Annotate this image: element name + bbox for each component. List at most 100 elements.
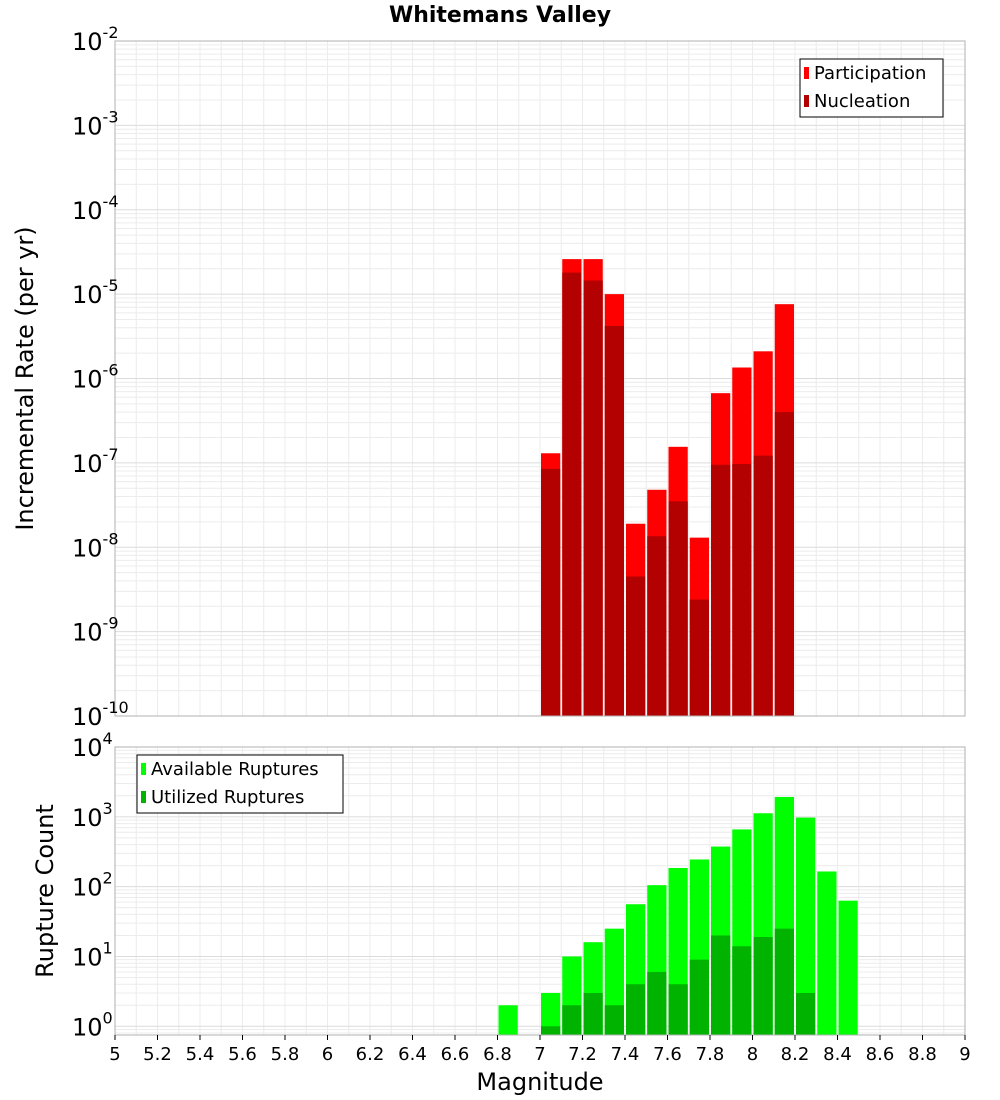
bar-utilized-ruptures: [668, 984, 688, 1035]
bar-nucleation: [604, 325, 624, 716]
count-plot-x-ticks: 5 5.2 5.4 5.6 5.8 6 6.2 6.4 6.6 6.8 7 7.2 7.4 7.6 7.8 8…: [109, 1035, 971, 1065]
bar-utilized-ruptures: [604, 1005, 624, 1035]
x-tick-label: 7.4: [611, 1044, 640, 1065]
y-tick-label: 101: [72, 938, 113, 971]
x-tick-label: 5.8: [271, 1044, 300, 1065]
x-tick-label: 8.6: [866, 1044, 895, 1065]
x-tick-label: 7: [534, 1044, 545, 1065]
y-tick-exponent: 1: [103, 938, 113, 957]
y-tick-base: 10: [72, 943, 103, 971]
chart-title: Whitemans Valley: [389, 3, 611, 28]
bar-utilized-ruptures: [689, 959, 709, 1035]
legend-label: Available Ruptures: [151, 759, 319, 780]
y-tick-exponent: -8: [103, 529, 119, 548]
bar-utilized-ruptures: [774, 928, 794, 1035]
legend-swatch: [141, 791, 146, 803]
bar-available-ruptures: [796, 817, 816, 1035]
x-tick-label: 8.4: [823, 1044, 852, 1065]
legend-label: Participation: [814, 63, 926, 84]
y-tick-exponent: -2: [103, 23, 119, 42]
legend-label: Utilized Ruptures: [151, 787, 304, 808]
bar-available-ruptures: [498, 1005, 518, 1035]
bar-utilized-ruptures: [583, 992, 603, 1035]
bar-nucleation: [583, 280, 603, 716]
bar-nucleation: [774, 412, 794, 716]
bar-available-ruptures: [838, 900, 858, 1035]
x-tick-label: 6.2: [356, 1044, 385, 1065]
y-tick-base: 10: [72, 281, 103, 309]
x-tick-label: 5.6: [228, 1044, 257, 1065]
y-tick-label: 10-6: [72, 361, 119, 394]
count-plot-legend: Available Ruptures Utilized Ruptures: [136, 754, 344, 814]
rate-plot-bars: [541, 259, 794, 716]
bar-nucleation: [626, 576, 646, 716]
y-tick-label: 10-8: [72, 529, 119, 562]
y-tick-label: 10-9: [72, 614, 119, 647]
y-tick-label: 10-10: [72, 698, 129, 731]
bar-nucleation: [711, 464, 731, 716]
rate-plot-legend: Participation Nucleation: [799, 58, 944, 118]
x-tick-label: 7.6: [653, 1044, 682, 1065]
y-tick-base: 10: [72, 112, 103, 140]
y-tick-label: 103: [72, 799, 113, 832]
x-tick-label: 6: [322, 1044, 333, 1065]
bar-utilized-ruptures: [753, 936, 773, 1035]
y-tick-base: 10: [72, 874, 103, 902]
y-tick-base: 10: [72, 28, 103, 56]
y-tick-base: 10: [72, 534, 103, 562]
x-tick-label: 6.6: [441, 1044, 470, 1065]
rate-plot-frame: [114, 40, 966, 717]
bar-utilized-ruptures: [796, 992, 816, 1035]
y-tick-exponent: 2: [103, 869, 113, 888]
y-tick-base: 10: [72, 197, 103, 225]
count-plot-x-axis-label: Magnitude: [476, 1068, 603, 1096]
legend-swatch: [804, 67, 809, 79]
bar-utilized-ruptures: [732, 946, 752, 1035]
y-tick-base: 10: [72, 734, 103, 762]
y-tick-exponent: 3: [103, 799, 113, 818]
y-tick-label: 102: [72, 869, 113, 902]
x-tick-label: 8.8: [908, 1044, 937, 1065]
y-tick-base: 10: [72, 450, 103, 478]
bar-utilized-ruptures: [647, 971, 667, 1035]
bar-utilized-ruptures: [562, 1005, 582, 1035]
y-tick-exponent: -3: [103, 107, 119, 126]
x-tick-label: 9: [959, 1044, 970, 1065]
bar-nucleation: [668, 501, 688, 716]
y-tick-base: 10: [72, 1013, 103, 1041]
rate-plot-y-axis-label: Incremental Rate (per yr): [11, 226, 39, 530]
bar-nucleation: [562, 272, 582, 716]
x-tick-label: 8: [747, 1044, 758, 1065]
y-tick-exponent: -5: [103, 276, 119, 295]
x-tick-label: 7.2: [568, 1044, 597, 1065]
bar-nucleation: [647, 536, 667, 716]
y-tick-label: 10-3: [72, 107, 119, 140]
bar-utilized-ruptures: [711, 935, 731, 1035]
y-tick-base: 10: [72, 366, 103, 394]
y-tick-exponent: -7: [103, 445, 119, 464]
x-tick-label: 5.2: [143, 1044, 172, 1065]
legend-swatch: [141, 763, 146, 775]
x-tick-label: 5.4: [186, 1044, 215, 1065]
y-tick-label: 10-7: [72, 445, 119, 478]
legend-label: Nucleation: [814, 91, 910, 112]
bar-nucleation: [541, 468, 561, 716]
legend-box: [136, 754, 344, 814]
bar-available-ruptures: [817, 871, 837, 1035]
y-tick-label: 104: [72, 729, 113, 762]
y-tick-exponent: -4: [103, 192, 119, 211]
x-tick-label: 8.2: [781, 1044, 810, 1065]
y-tick-exponent: -6: [103, 361, 119, 380]
rate-plot-grid: [114, 40, 966, 717]
legend-swatch: [804, 95, 809, 107]
bar-nucleation: [689, 599, 709, 716]
x-tick-label: 7.8: [696, 1044, 725, 1065]
y-tick-base: 10: [72, 804, 103, 832]
count-plot-y-axis-label: Rupture Count: [31, 804, 59, 978]
bar-utilized-ruptures: [541, 1026, 561, 1035]
